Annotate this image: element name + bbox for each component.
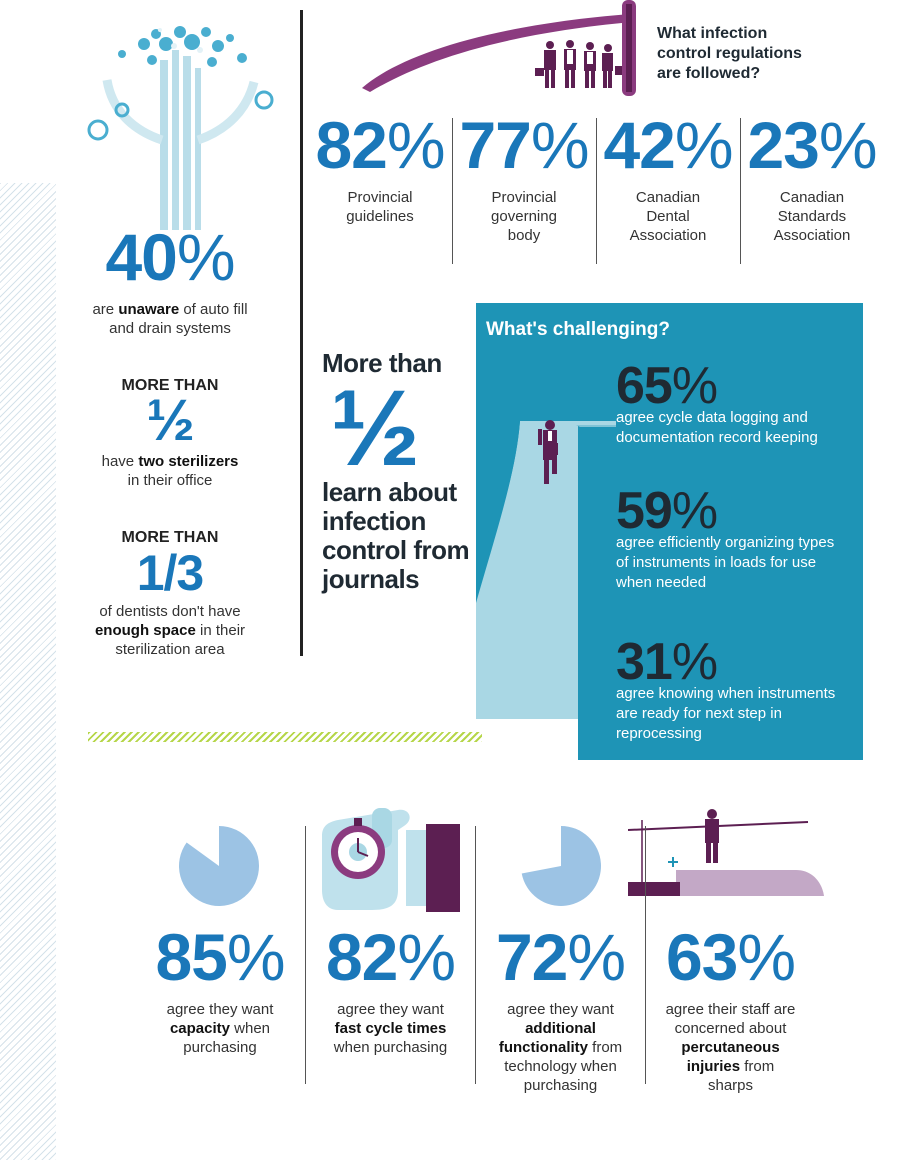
bottom-divider: [305, 826, 306, 1084]
regulation-item: 42% Canadian Dental Association: [598, 112, 738, 245]
regulation-percent: 82%: [315, 108, 445, 182]
journals-text: learn about infection control from journ…: [322, 477, 470, 594]
challenge-label: agree efficiently organizing types of ins…: [616, 534, 835, 591]
left-hatch-strip: [0, 183, 56, 1160]
purchasing-item: 72% agree they want additional functiona…: [478, 924, 643, 1095]
challenge-label: agree knowing when instruments are ready …: [616, 685, 836, 742]
bottom-divider: [475, 826, 476, 1084]
purchasing-label: agree they want fast cycle times when pu…: [333, 1001, 448, 1056]
regulation-label: Canadian Dental Association: [629, 189, 707, 244]
regulation-divider: [452, 118, 453, 264]
regulation-label: Canadian Standards Association: [773, 189, 851, 244]
functionality-pie-icon: [521, 826, 601, 906]
purchasing-label: agree they want additional functionality…: [498, 1001, 623, 1094]
purchasing-label: agree they want capacity when purchasing: [166, 1001, 274, 1056]
purchasing-percent: 72%: [495, 920, 626, 994]
stopwatch-hand-illustration: [322, 808, 460, 912]
space-fraction: 1/3: [136, 545, 205, 601]
challenge-percent: 65%: [616, 357, 718, 415]
sterilizers-heading: MORE THAN: [121, 377, 219, 394]
regulation-label: Provincial guidelines: [346, 189, 414, 225]
regulation-item: 77% Provincial governing body: [454, 112, 594, 245]
space-label: of dentists don't have enough space in t…: [94, 603, 246, 658]
regulation-percent: 77%: [459, 108, 589, 182]
bottom-divider: [645, 826, 646, 1084]
sterilizers-fraction: ½: [146, 388, 194, 453]
regulation-divider: [740, 118, 741, 264]
capacity-pie-icon: [179, 826, 259, 906]
purchasing-percent: 82%: [325, 920, 456, 994]
sterilizers-label: have two sterilizers in their office: [101, 453, 239, 489]
regulation-label: Provincial governing body: [491, 189, 557, 244]
challenge-percent: 31%: [616, 633, 718, 691]
regulation-item: 23% Canadian Standards Association: [742, 112, 882, 245]
regulations-title: What infection control regulations are f…: [657, 25, 802, 82]
regulation-divider: [596, 118, 597, 264]
space-heading: MORE THAN: [121, 529, 219, 546]
cliff-climber-illustration: [476, 420, 616, 760]
water-fountain-illustration: [87, 26, 274, 230]
autofill-label: are unaware of auto fill and drain syste…: [92, 301, 248, 337]
challenge-item: 59% agree efficiently organizing types of…: [616, 485, 860, 593]
regulation-percent: 42%: [603, 108, 733, 182]
challenging-title: What's challenging?: [486, 319, 670, 340]
purchasing-item: 82% agree they want fast cycle times whe…: [308, 924, 473, 1057]
purchasing-item: 85% agree they want capacity when purcha…: [140, 924, 300, 1057]
challenge-percent: 59%: [616, 482, 718, 540]
glasses-people-illustration: [362, 0, 636, 96]
challenge-item: 65% agree cycle data logging and document…: [616, 360, 856, 448]
main-vertical-divider: [300, 10, 303, 656]
autofill-percent: 40%: [105, 220, 235, 294]
regulation-item: 82% Provincial guidelines: [310, 112, 450, 226]
regulation-percent: 23%: [747, 108, 877, 182]
challenge-item: 31% agree knowing when instruments are re…: [616, 636, 860, 744]
journals-line1: More than: [322, 348, 442, 378]
tightrope-walker-illustration: [628, 809, 824, 896]
purchasing-percent: 85%: [155, 920, 285, 994]
journals-block: More than ½ learn about infection contro…: [322, 348, 482, 594]
challenge-label: agree cycle data logging and documentatio…: [616, 409, 818, 446]
lime-hatch-divider: [88, 732, 482, 742]
journals-fraction: ½: [330, 367, 421, 488]
purchasing-label: agree their staff are concerned about pe…: [665, 1001, 796, 1094]
purchasing-percent: 63%: [665, 920, 796, 994]
purchasing-item: 63% agree their staff are concerned abou…: [648, 924, 813, 1095]
